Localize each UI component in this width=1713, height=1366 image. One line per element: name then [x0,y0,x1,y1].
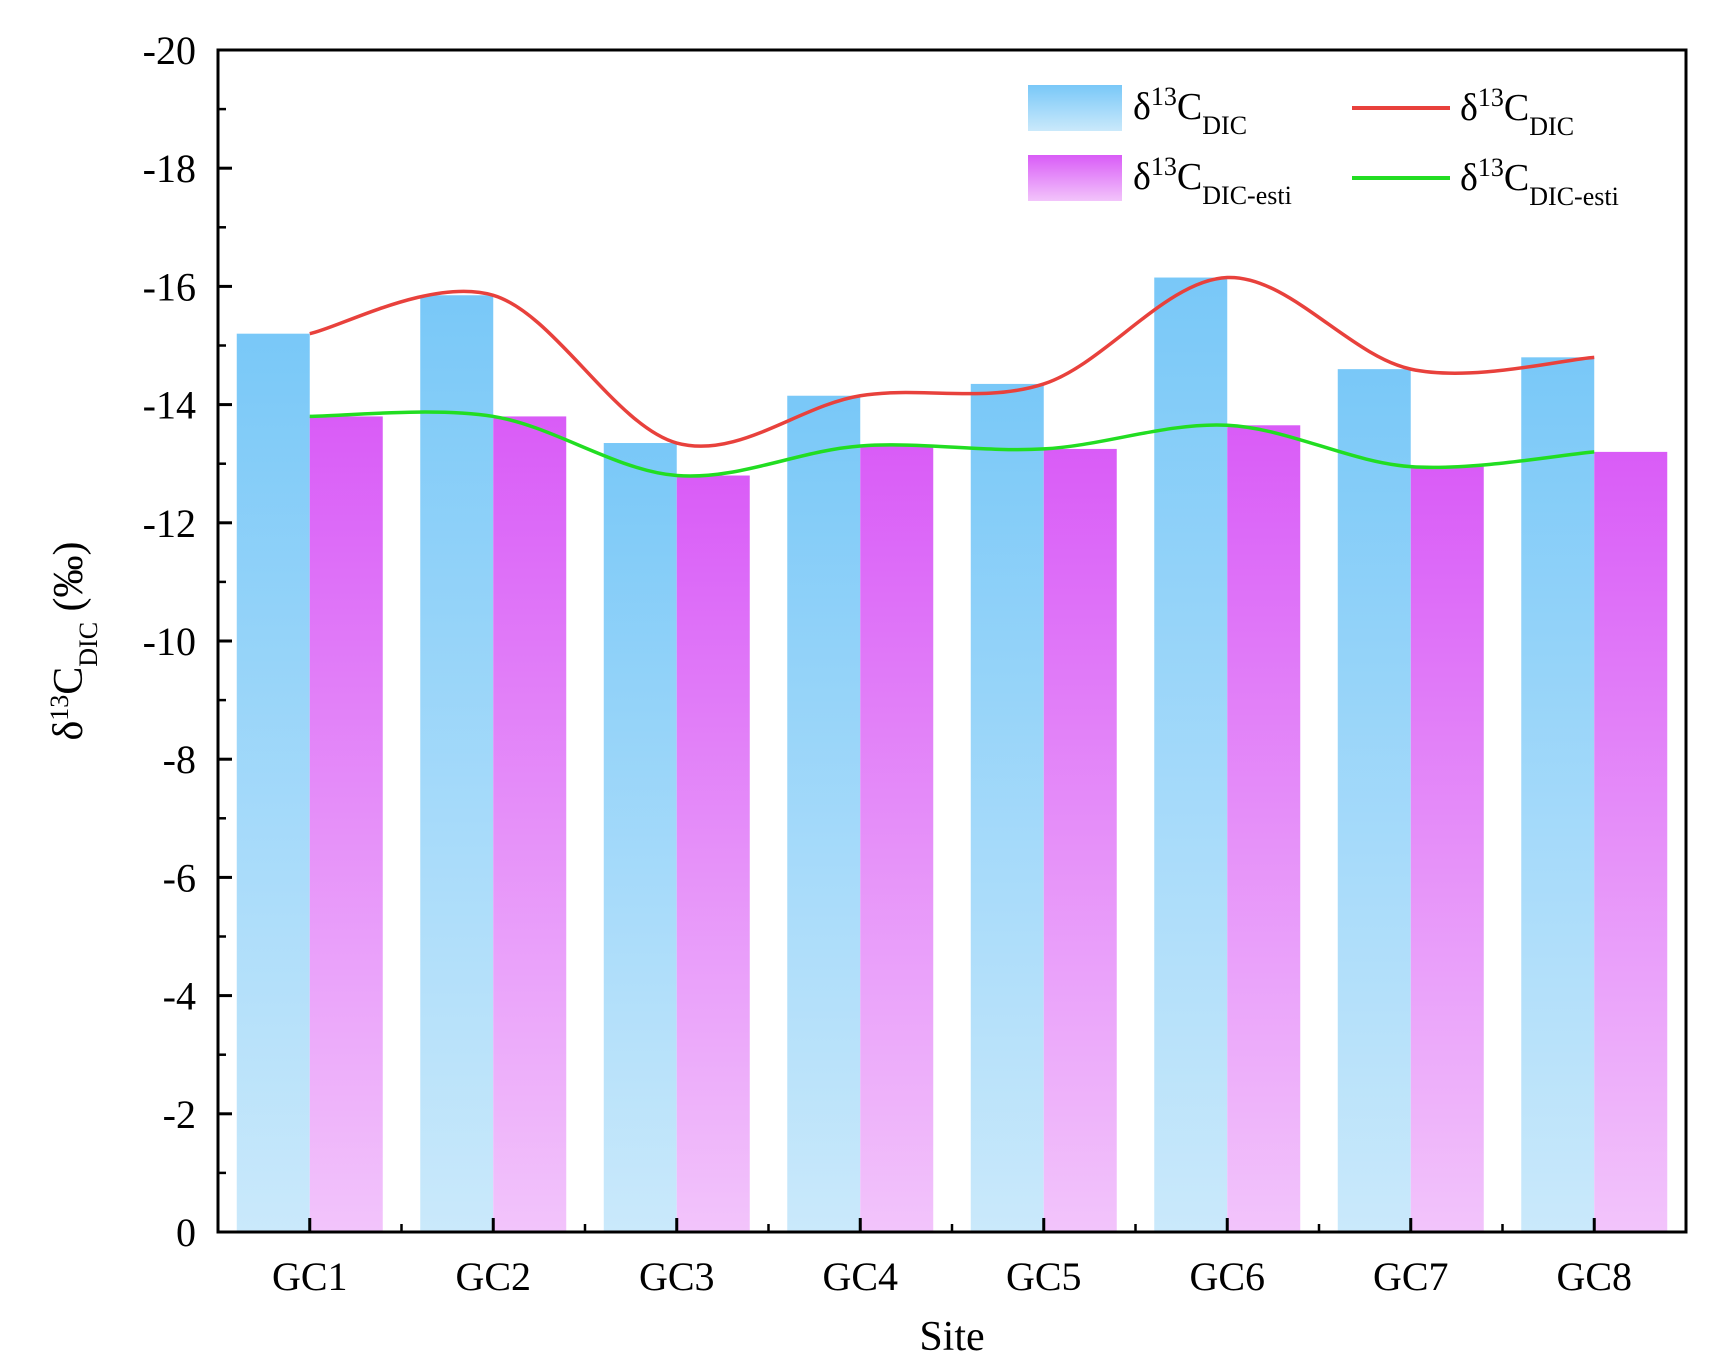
bar-dic-esti-gc1 [309,416,383,1232]
y-tick-label: -8 [163,737,196,782]
line-dic [309,275,1595,448]
y-axis-title: δ13CDIC (‰) [45,541,103,740]
y-tick-label: -20 [143,28,196,73]
x-tick-label-gc3: GC3 [639,1254,715,1299]
y-tick-label: 0 [176,1210,196,1255]
bar-dic-esti-gc4 [860,445,934,1233]
legend: δ13CDIC δ13CDIC-esti δ13CDIC δ13CDIC-esti [1028,82,1619,211]
bar-dic-esti-gc3 [676,475,750,1232]
y-tick-label: -6 [163,855,196,900]
legend-label-line-dic: δ13CDIC [1460,83,1574,141]
bars-layer [236,277,1668,1233]
legend-label-bar-dic-esti: δ13CDIC-esti [1133,152,1292,210]
bar-dic-gc2 [420,295,494,1232]
x-axis: GC1 GC2 GC3 GC4 GC5 GC6 GC7 GC8 [272,1218,1632,1299]
bar-dic-gc3 [603,443,677,1232]
x-tick-label-gc8: GC8 [1556,1254,1632,1299]
bar-dic-gc7 [1337,369,1411,1232]
y-tick-label: -18 [143,146,196,191]
legend-swatch-bar-dic-esti [1028,155,1122,201]
bar-dic-gc5 [970,383,1044,1232]
bar-dic-esti-gc5 [1043,448,1117,1232]
bar-dic-gc4 [787,395,861,1232]
line-dic-esti [309,410,1595,478]
y-tick-label: -14 [143,383,196,428]
x-tick-label-gc2: GC2 [455,1254,531,1299]
y-tick-label: -12 [143,501,196,546]
bar-dic-gc6 [1154,277,1228,1232]
legend-label-line-dic-esti: δ13CDIC-esti [1460,153,1619,211]
legend-swatch-bar-dic [1028,85,1122,131]
legend-label-bar-dic: δ13CDIC [1133,82,1247,140]
bar-dic-gc1 [236,333,310,1232]
x-axis-title: Site [919,1314,984,1360]
bar-dic-esti-gc7 [1410,466,1484,1232]
bar-dic-esti-gc2 [493,416,567,1232]
x-tick-label-gc5: GC5 [1006,1254,1082,1299]
y-tick-label: -16 [143,264,196,309]
lines-layer [309,275,1595,478]
x-tick-label-gc1: GC1 [272,1254,348,1299]
bar-dic-esti-gc8 [1594,451,1668,1232]
y-tick-label: -2 [163,1092,196,1137]
y-axis: -20-18-16-14-12-10-8-6-4-20 [143,28,232,1255]
y-tick-label: -4 [163,974,196,1019]
bar-dic-esti-gc6 [1227,425,1301,1232]
x-tick-label-gc4: GC4 [822,1254,898,1299]
bar-dic-gc8 [1521,357,1595,1232]
x-tick-label-gc6: GC6 [1189,1254,1265,1299]
y-tick-label: -10 [143,619,196,664]
x-tick-label-gc7: GC7 [1373,1254,1449,1299]
